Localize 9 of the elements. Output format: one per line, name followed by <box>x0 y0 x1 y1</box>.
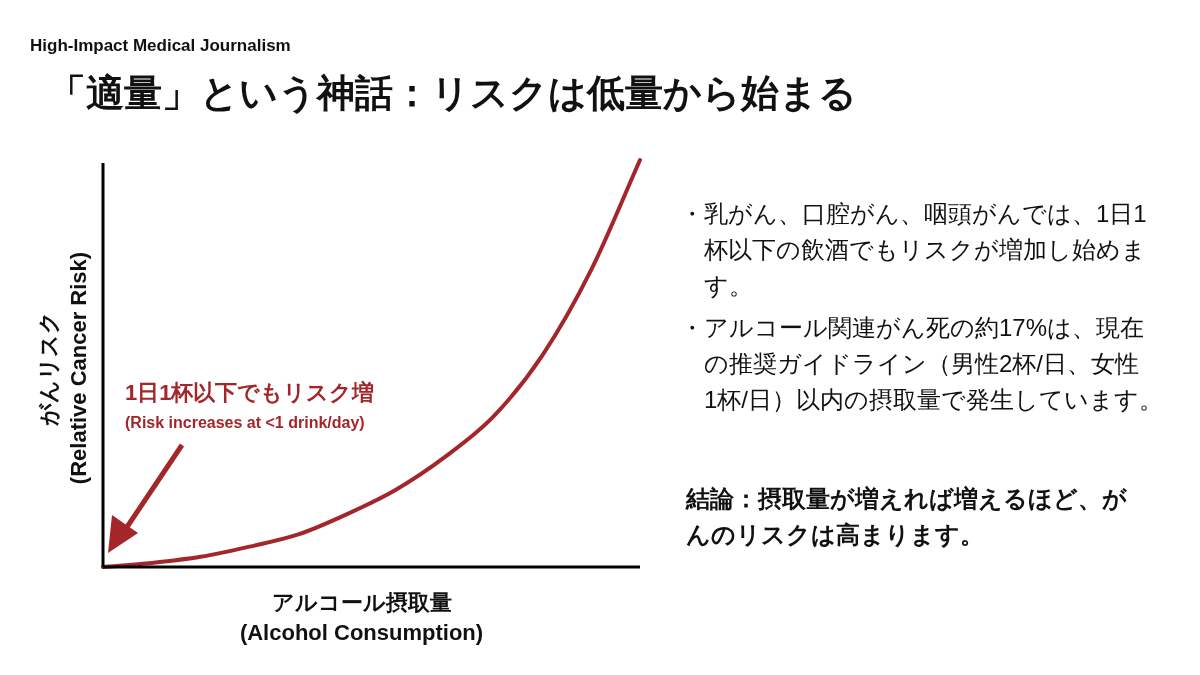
annotation: 1日1杯以下でもリスク増 <box>125 380 375 405</box>
y-axis-title: がんリスク (Relative Cancer Risk) <box>36 251 91 485</box>
chart-subtitle: High-Impact Medical Journalism <box>30 36 291 55</box>
chart-title: 「適量」という神話：リスクは低量から始まる <box>48 72 857 114</box>
text: 結論：摂取量が増えれば増えるほど、がんのリスクは高まります。 <box>685 485 1127 548</box>
annotation: (Risk increases at <1 drink/day) <box>125 414 365 431</box>
text: ・乳がん、口腔がん、咽頭がんでは、1日1杯以下の飲酒でもリスクが増加し始めます。 <box>680 200 1147 299</box>
x-axis-title: アルコール摂取量 (Alcohol Consumption) <box>239 590 484 645</box>
text: ・アルコール関連がん死の約17%は、現在の推奨ガイドライン（男性2杯/日、女性1杯/日）以内の摂取量で発生しています。 <box>680 314 1164 413</box>
